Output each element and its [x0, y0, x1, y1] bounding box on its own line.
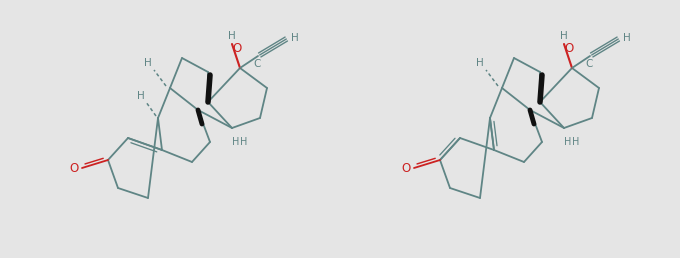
Text: H: H	[233, 137, 239, 147]
Text: O: O	[564, 43, 574, 55]
Text: H: H	[476, 58, 484, 68]
Text: H: H	[564, 137, 572, 147]
Text: H: H	[137, 91, 145, 101]
Text: O: O	[69, 163, 79, 175]
Text: H: H	[291, 33, 299, 43]
Text: H: H	[560, 31, 568, 41]
Text: C: C	[585, 59, 593, 69]
Text: H: H	[228, 31, 236, 41]
Text: H: H	[573, 137, 579, 147]
Text: O: O	[233, 43, 241, 55]
Text: O: O	[401, 163, 411, 175]
Text: C: C	[254, 59, 260, 69]
Text: H: H	[144, 58, 152, 68]
Text: H: H	[240, 137, 248, 147]
Text: H: H	[623, 33, 631, 43]
